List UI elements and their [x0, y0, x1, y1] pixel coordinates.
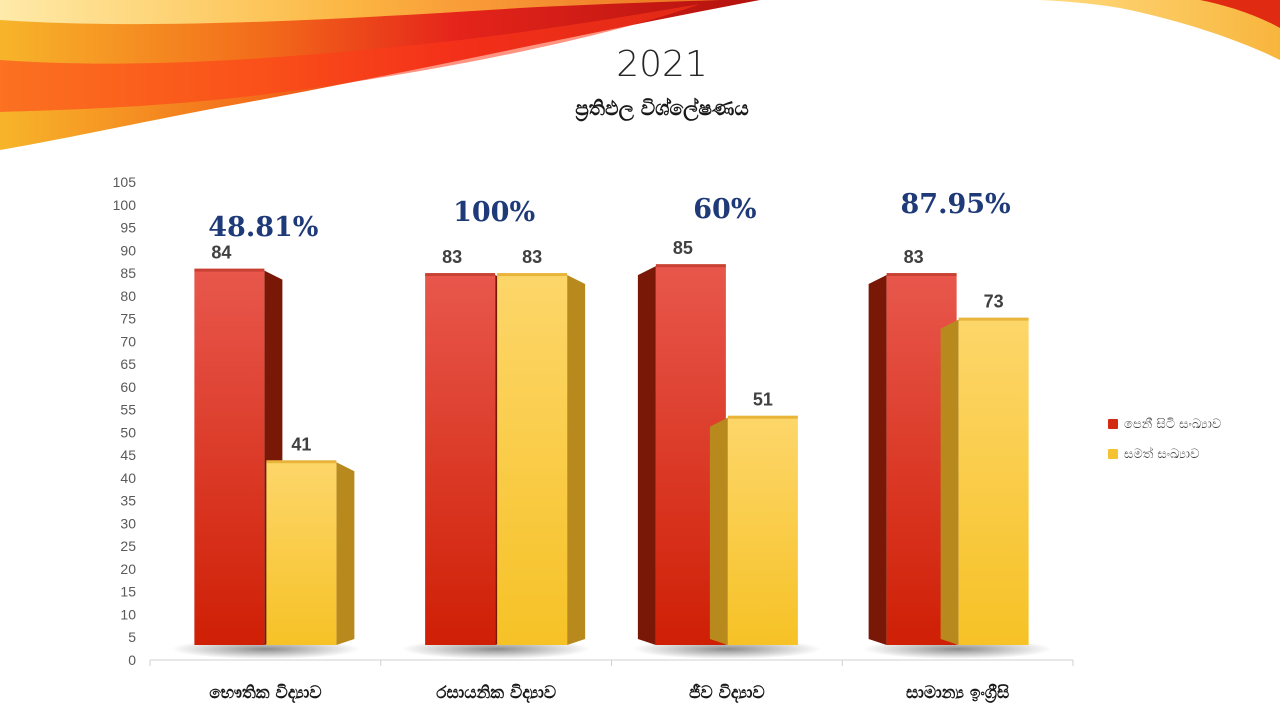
legend-item-1: සමත් සංඛ්‍යාව	[1108, 444, 1221, 464]
x-category-label: රසායනික විද්‍යාව	[436, 683, 556, 704]
bar-top-edge	[958, 317, 1029, 321]
bar-top-edge	[425, 273, 496, 277]
legend-label-0: පෙනී සිටි සංඛ්‍යාව	[1124, 416, 1222, 432]
y-tick-label: 70	[120, 333, 136, 349]
bar-side-face	[940, 319, 959, 645]
pass-rate-annotation: 48.81%	[208, 212, 318, 243]
y-tick-label: 65	[120, 356, 136, 372]
chart-legend: පෙනී සිටි සංඛ්‍යාව සමත් සංඛ්‍යාව	[1108, 414, 1221, 474]
bar-side-face	[868, 275, 887, 645]
y-tick-label: 95	[120, 220, 136, 236]
x-category-label: ජීව විද්‍යාව	[689, 682, 765, 704]
y-tick-label: 100	[113, 197, 137, 213]
y-tick-label: 90	[120, 242, 136, 258]
y-tick-label: 105	[113, 174, 137, 190]
bar-value-label: 85	[673, 238, 693, 258]
y-tick-label: 50	[120, 424, 136, 440]
y-tick-label: 15	[120, 584, 136, 600]
y-tick-label: 30	[120, 515, 136, 531]
bar-value-label: 83	[522, 247, 542, 267]
bar-passed-0	[266, 462, 337, 645]
slide-subtitle: ප්‍රතිඵල විශ්ලේෂණය	[575, 96, 749, 120]
bar-appeared-1	[425, 275, 496, 645]
pass-rate-annotation: 100%	[453, 197, 535, 228]
bar-value-label: 41	[291, 434, 311, 454]
bar-passed-3	[958, 319, 1029, 645]
pass-rate-annotation: 60%	[693, 194, 756, 225]
bar-value-label: 51	[753, 390, 773, 410]
legend-swatch-red	[1108, 419, 1118, 429]
slide-title: 2021	[616, 44, 708, 85]
y-tick-label: 80	[120, 288, 136, 304]
x-category-label: භෞතික විද්‍යාව	[209, 683, 321, 704]
y-tick-label: 55	[120, 402, 136, 418]
bar-appeared-0	[194, 270, 265, 645]
bar-top-edge	[655, 264, 726, 268]
y-tick-label: 0	[128, 652, 136, 668]
bar-passed-1	[497, 275, 568, 645]
decorative-swoosh-banner	[0, 0, 1280, 150]
bar-value-label: 73	[984, 292, 1004, 312]
y-tick-label: 40	[120, 470, 136, 486]
pass-rate-annotation: 87.95%	[901, 189, 1011, 220]
legend-label-1: සමත් සංඛ්‍යාව	[1124, 446, 1200, 462]
y-tick-label: 25	[120, 538, 136, 554]
bar-top-edge	[497, 273, 568, 277]
y-tick-label: 35	[120, 493, 136, 509]
bar-top-edge	[886, 273, 957, 277]
bar-value-label: 84	[211, 243, 231, 263]
bar-side-face	[637, 266, 656, 645]
y-tick-label: 75	[120, 311, 136, 327]
y-tick-label: 10	[120, 606, 136, 622]
bar-top-edge	[727, 415, 798, 419]
bar-side-face	[567, 275, 586, 645]
bar-top-edge	[194, 268, 265, 272]
bar-value-label: 83	[904, 247, 924, 267]
legend-swatch-yellow	[1108, 449, 1118, 459]
y-tick-label: 20	[120, 561, 136, 577]
bar-value-label: 83	[442, 247, 462, 267]
y-tick-label: 60	[120, 379, 136, 395]
bar-side-face	[709, 417, 728, 645]
y-tick-label: 45	[120, 447, 136, 463]
x-category-label: සාමාන්‍ය ඉංග්‍රීසි	[906, 683, 1009, 704]
bar-side-face	[336, 462, 355, 645]
legend-item-0: පෙනී සිටි සංඛ්‍යාව	[1108, 414, 1221, 434]
y-tick-label: 5	[128, 629, 136, 645]
bar-passed-2	[727, 417, 798, 645]
bar-top-edge	[266, 460, 337, 464]
y-tick-label: 85	[120, 265, 136, 281]
